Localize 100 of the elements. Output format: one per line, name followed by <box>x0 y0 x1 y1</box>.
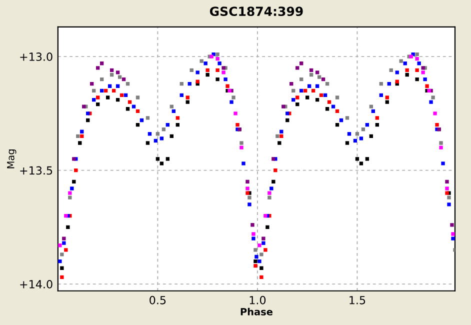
point <box>355 132 360 136</box>
point <box>60 252 64 256</box>
point <box>375 116 380 120</box>
point <box>240 141 244 145</box>
x-tick-label: 0.5 <box>150 296 166 304</box>
point <box>146 116 150 120</box>
point <box>222 70 226 74</box>
point <box>180 82 184 86</box>
point <box>76 134 80 138</box>
point <box>96 96 100 100</box>
point <box>335 122 340 127</box>
point <box>72 180 76 184</box>
point <box>136 109 140 113</box>
point <box>276 134 280 138</box>
point <box>327 100 332 104</box>
point <box>306 96 310 100</box>
point <box>264 248 268 252</box>
point <box>309 72 314 77</box>
point <box>268 191 272 195</box>
point <box>160 162 164 166</box>
point <box>325 107 330 111</box>
point <box>385 96 389 100</box>
point <box>311 88 316 93</box>
point <box>116 70 120 74</box>
point <box>196 80 200 84</box>
point <box>296 96 300 100</box>
point <box>405 68 409 72</box>
point <box>146 141 150 145</box>
point <box>186 100 190 104</box>
point <box>248 196 252 200</box>
point <box>431 96 435 100</box>
point <box>234 112 238 116</box>
y-tick-label: +13.5 <box>20 166 52 175</box>
point <box>110 68 114 72</box>
point <box>389 68 393 72</box>
point <box>399 59 403 63</box>
point <box>162 128 166 132</box>
point <box>315 70 320 74</box>
point <box>126 82 130 86</box>
point <box>450 223 454 227</box>
point <box>296 66 300 70</box>
point <box>355 157 360 161</box>
point <box>345 141 350 145</box>
point <box>345 116 350 120</box>
point <box>447 196 451 200</box>
point <box>435 122 439 127</box>
point <box>156 132 160 136</box>
point <box>425 84 429 88</box>
y-tick-label: +13.0 <box>20 52 52 61</box>
point <box>300 62 304 66</box>
point <box>96 66 100 70</box>
point <box>451 232 455 236</box>
point <box>206 72 210 77</box>
point <box>266 225 270 230</box>
point <box>280 134 284 138</box>
point <box>186 96 190 100</box>
point <box>415 52 419 56</box>
point <box>290 82 294 86</box>
point <box>439 141 443 145</box>
point <box>92 88 96 93</box>
point <box>60 275 64 280</box>
point <box>254 248 258 252</box>
point <box>379 82 383 86</box>
point <box>106 96 110 100</box>
x-tick-label: 1.5 <box>350 296 366 304</box>
point <box>250 223 254 227</box>
point <box>116 98 120 102</box>
point <box>365 157 370 161</box>
point <box>170 134 174 138</box>
point <box>246 180 250 184</box>
point <box>110 72 114 77</box>
point <box>66 225 70 230</box>
point <box>421 70 425 74</box>
point <box>415 77 419 82</box>
point <box>216 77 220 82</box>
point <box>112 88 116 93</box>
point <box>236 122 240 127</box>
point <box>385 100 389 104</box>
point <box>335 96 340 100</box>
point <box>278 141 282 145</box>
point <box>78 141 82 145</box>
point <box>309 68 314 72</box>
point <box>258 244 262 248</box>
point <box>60 266 64 270</box>
point <box>415 68 419 72</box>
point <box>216 68 220 72</box>
point <box>226 84 230 88</box>
point <box>104 88 108 93</box>
point <box>118 75 122 79</box>
y-tick-label: +14.0 <box>20 280 52 288</box>
point <box>304 88 308 93</box>
point <box>296 102 300 106</box>
point <box>321 77 326 82</box>
point <box>439 146 443 150</box>
point <box>232 96 236 100</box>
point <box>68 191 72 195</box>
point <box>268 196 272 200</box>
point <box>359 162 364 166</box>
point <box>300 77 304 82</box>
point <box>315 98 320 102</box>
